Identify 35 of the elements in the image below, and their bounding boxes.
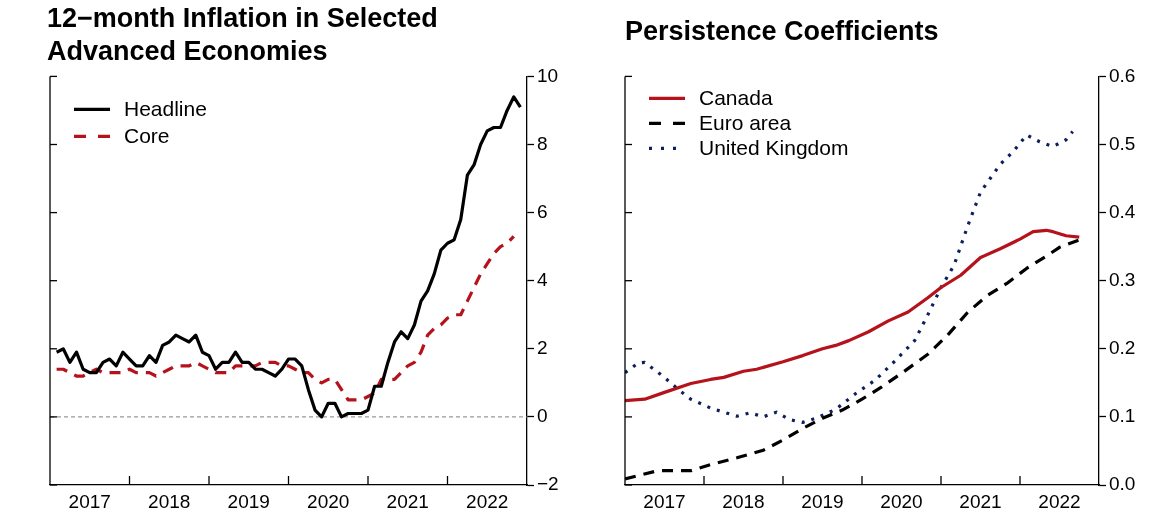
y-tick-label: 6 (537, 200, 548, 222)
x-tick-label: 2021 (959, 490, 1002, 512)
y-tick-label: 0.2 (1109, 337, 1136, 359)
y-tick-label: 4 (537, 268, 548, 290)
legend-label: United Kingdom (699, 136, 849, 160)
legend-label: Canada (699, 86, 773, 110)
y-tick-label: 0.3 (1109, 268, 1136, 290)
y-tick-label: 10 (537, 64, 559, 86)
x-tick-label: 2018 (722, 490, 765, 512)
x-tick-label: 2019 (227, 490, 270, 512)
x-tick-label: 2020 (880, 490, 923, 512)
y-tick-label: 0.4 (1109, 200, 1136, 222)
chart-title: Persistence Coefficients (625, 15, 940, 48)
x-tick-label: 2018 (148, 490, 191, 512)
x-tick-label: 2022 (1038, 490, 1081, 512)
y-tick-label: 0.1 (1109, 405, 1136, 427)
x-tick-label: 2017 (643, 490, 686, 512)
y-tick-label: 2 (537, 337, 548, 359)
legend-label: Core (124, 124, 170, 148)
x-tick-label: 2022 (466, 490, 509, 512)
y-tick-label: 0.5 (1109, 132, 1136, 154)
y-tick-label: 8 (537, 132, 548, 154)
y-tick-label: −2 (537, 473, 559, 495)
x-tick-label: 2019 (801, 490, 844, 512)
y-tick-label: 0.6 (1109, 64, 1136, 86)
y-tick-label: 0 (537, 405, 548, 427)
legend-label: Headline (124, 97, 207, 121)
line-series (625, 129, 1075, 424)
legend-label: Euro area (699, 111, 792, 135)
y-tick-label: 0.0 (1109, 473, 1136, 495)
x-tick-label: 2017 (68, 490, 111, 512)
line-series (55, 234, 516, 402)
x-tick-label: 2020 (307, 490, 350, 512)
chart-title: 12−month Inflation in Selected Advanced Economies (47, 2, 439, 68)
x-tick-label: 2021 (386, 490, 429, 512)
